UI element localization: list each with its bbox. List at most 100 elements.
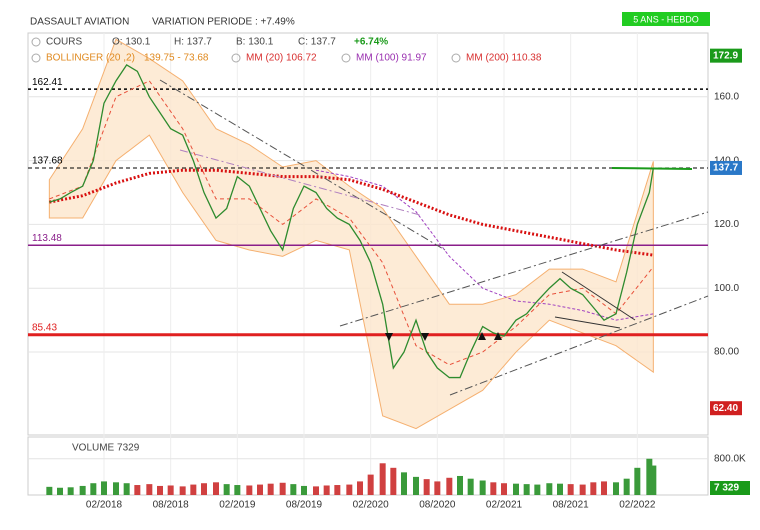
y-tick-label: 120.0 xyxy=(714,219,739,230)
x-tick-label: 08/2018 xyxy=(153,500,190,511)
volume-bar xyxy=(590,482,597,495)
volume-bar xyxy=(534,484,541,495)
volume-bar xyxy=(67,487,74,495)
volume-bar xyxy=(650,465,657,495)
legend-low: B: 130.1 xyxy=(236,37,274,48)
signal-markers xyxy=(385,332,502,341)
level-label: 85.43 xyxy=(32,322,57,333)
volume-bar xyxy=(57,487,63,495)
volume-bar xyxy=(634,467,641,495)
volume-bar xyxy=(346,484,353,495)
period-label[interactable]: 5 ANS - HEBDO xyxy=(633,14,699,24)
legend-volume: VOLUME 7329 xyxy=(72,443,140,454)
volume-bar xyxy=(613,482,619,495)
volume-bar xyxy=(567,484,574,495)
volume-last-box xyxy=(710,481,750,495)
x-tick-label: 02/2019 xyxy=(219,500,256,511)
volume-bar xyxy=(423,479,430,495)
volume-bar xyxy=(246,485,253,495)
volume-bar xyxy=(323,485,330,495)
x-tick-label: 02/2022 xyxy=(619,500,656,511)
y-tick-label: 80.00 xyxy=(714,347,739,358)
legend-bollinger: BOLLINGER (20 ,2) xyxy=(46,53,135,64)
x-tick-label: 08/2020 xyxy=(419,500,456,511)
period-badge[interactable] xyxy=(622,12,710,26)
volume-bar xyxy=(401,472,407,495)
volume-bar xyxy=(123,483,130,495)
chart-title: DASSAULT AVIATION xyxy=(30,17,129,28)
price-marker xyxy=(710,401,742,416)
x-tick-label: 02/2020 xyxy=(353,500,390,511)
x-tick-label: 02/2018 xyxy=(86,500,123,511)
volume-bar xyxy=(434,481,441,495)
volume-bar xyxy=(90,483,97,495)
legend-high: H: 137.7 xyxy=(174,37,212,48)
volume-bar xyxy=(101,481,107,495)
volume-bar xyxy=(490,482,497,495)
volume-bar xyxy=(379,463,386,495)
volume-bar xyxy=(301,485,307,495)
volume-bar xyxy=(623,478,630,495)
x-tick-label: 08/2021 xyxy=(553,500,590,511)
volume-bar xyxy=(601,481,607,495)
volume-bar xyxy=(413,476,419,495)
volume-bar xyxy=(467,478,474,495)
volume-bar xyxy=(313,486,319,495)
price-marker xyxy=(710,48,742,63)
volume-last-label: 7 329 xyxy=(714,483,739,494)
price-marker-label: 62.40 xyxy=(713,403,738,414)
volume-bar xyxy=(257,484,263,495)
volume-bar xyxy=(267,483,274,495)
legend-mm20: MM (20) 106.72 xyxy=(246,53,317,64)
volume-bar xyxy=(190,484,197,495)
volume-bar xyxy=(367,474,374,495)
volume-bar xyxy=(579,484,586,495)
legend-open: O: 130.1 xyxy=(112,37,151,48)
price-line xyxy=(49,64,654,379)
legend-mm200: MM (200) 110.38 xyxy=(466,53,542,64)
legend-mm100: MM (100) 91.97 xyxy=(356,53,427,64)
volume-bar xyxy=(334,485,341,495)
level-label: 113.48 xyxy=(32,233,62,244)
plot: 160.0 140.0 120.0 100.0 80.00 02/2018 08/2018 0… xyxy=(28,33,750,511)
volume-bar xyxy=(157,485,163,495)
volume-bar xyxy=(357,481,363,495)
chart-subtitle: VARIATION PERIODE : +7.49% xyxy=(152,17,295,28)
volume-bar xyxy=(201,483,207,495)
x-tick-label: 08/2019 xyxy=(286,500,323,511)
volume-bar xyxy=(134,485,141,495)
legend-change: +6.74% xyxy=(354,37,388,48)
volume-bar xyxy=(234,485,241,495)
y-tick-label: 100.0 xyxy=(714,283,739,294)
legend-close: C: 137.7 xyxy=(298,37,336,48)
volume-bar xyxy=(79,485,86,495)
volume-bar xyxy=(279,482,286,495)
volume-bar xyxy=(390,467,397,495)
volume-bar xyxy=(457,475,463,495)
volume-bar xyxy=(113,482,119,495)
trend-lines xyxy=(159,79,709,396)
legend: COURS O: 130.1 H: 137.7 B: 130.1 C: 137.… xyxy=(31,37,542,454)
price-marker-label: 137.7 xyxy=(713,163,738,174)
price-marker-label: 172.9 xyxy=(713,50,738,61)
volume-bar xyxy=(501,483,507,495)
volume-bar xyxy=(146,484,153,495)
y-tick-label: 140.0 xyxy=(714,155,739,166)
volume-bar xyxy=(46,486,53,495)
volume-bar xyxy=(179,486,186,495)
price-marker xyxy=(710,160,742,175)
ma-line xyxy=(315,169,654,321)
bollinger-band xyxy=(48,38,654,430)
volume-bar xyxy=(167,485,174,495)
legend-cours: COURS xyxy=(46,37,82,48)
volume-bar xyxy=(446,477,453,495)
volume-tick-label: 800.0K xyxy=(714,453,746,464)
ma-line xyxy=(49,168,654,257)
x-tick-label: 02/2021 xyxy=(486,500,523,511)
main-frame xyxy=(27,32,709,436)
volume-bar xyxy=(213,482,219,495)
volume-bar xyxy=(223,484,230,495)
legend-bollinger-values: 139.75 - 73.68 xyxy=(144,53,209,64)
y-tick-label: 160.0 xyxy=(714,91,739,102)
